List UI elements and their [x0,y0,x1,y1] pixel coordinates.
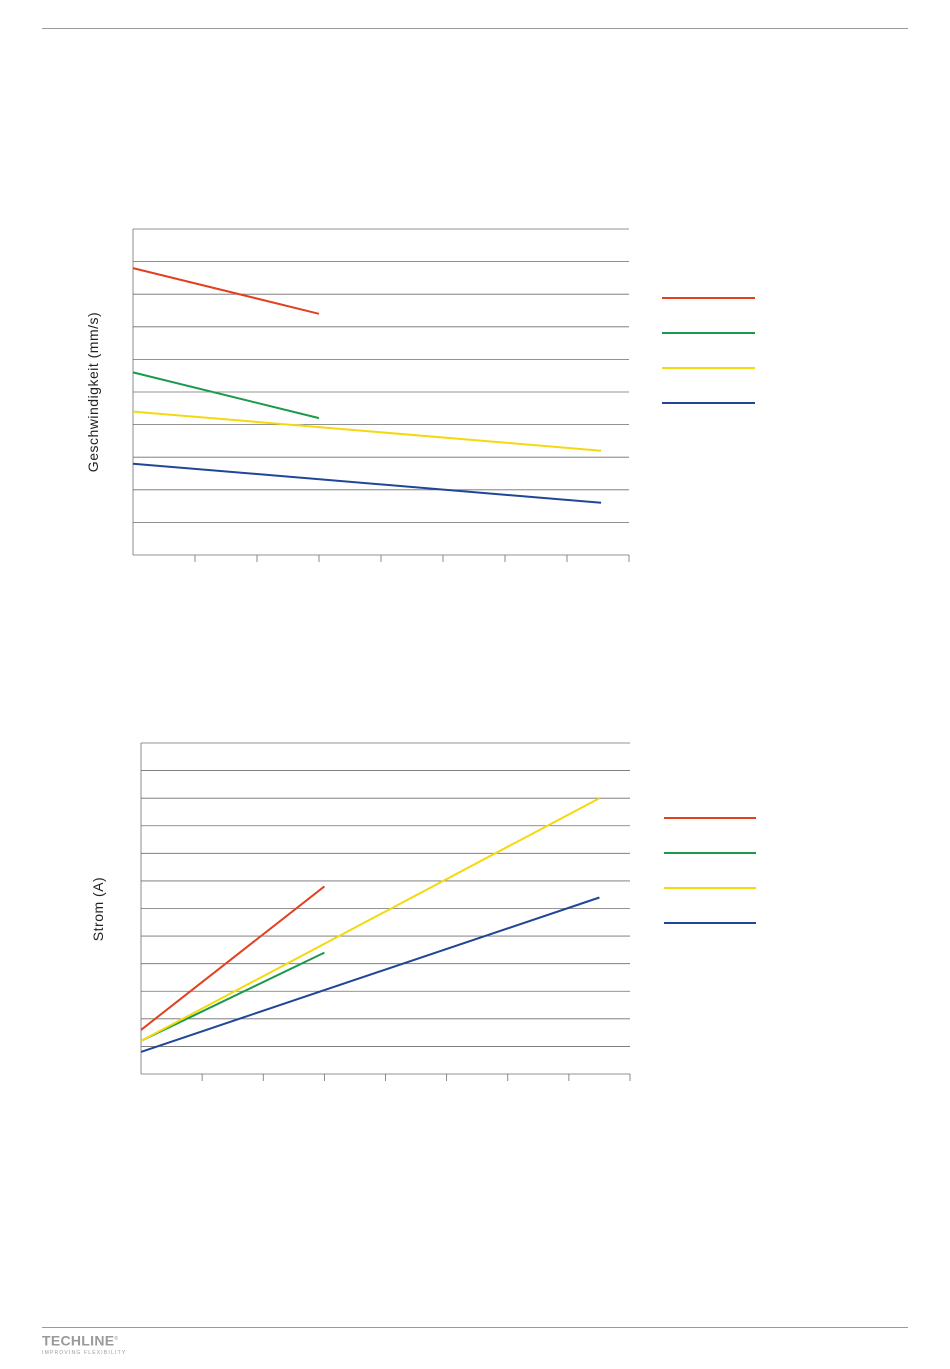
footer-rule [42,1327,908,1328]
speed-series-line-3 [132,410,602,452]
logo-wordmark: TECHLINE® [42,1332,119,1349]
speed-series-line-2 [132,371,320,420]
header-rule [42,28,908,29]
speed-series-line-1 [132,267,320,315]
current-chart-ylabel: Strom (A) [90,876,106,941]
logo-tagline: IMPROVING FLEXIBILITY [42,1349,127,1356]
speed-chart-ylabel: Geschwindigkeit (mm/s) [85,311,101,473]
techline-logo: TECHLINE® IMPROVING FLEXIBILITY [42,1331,126,1357]
speed-series-line-4 [132,462,602,504]
